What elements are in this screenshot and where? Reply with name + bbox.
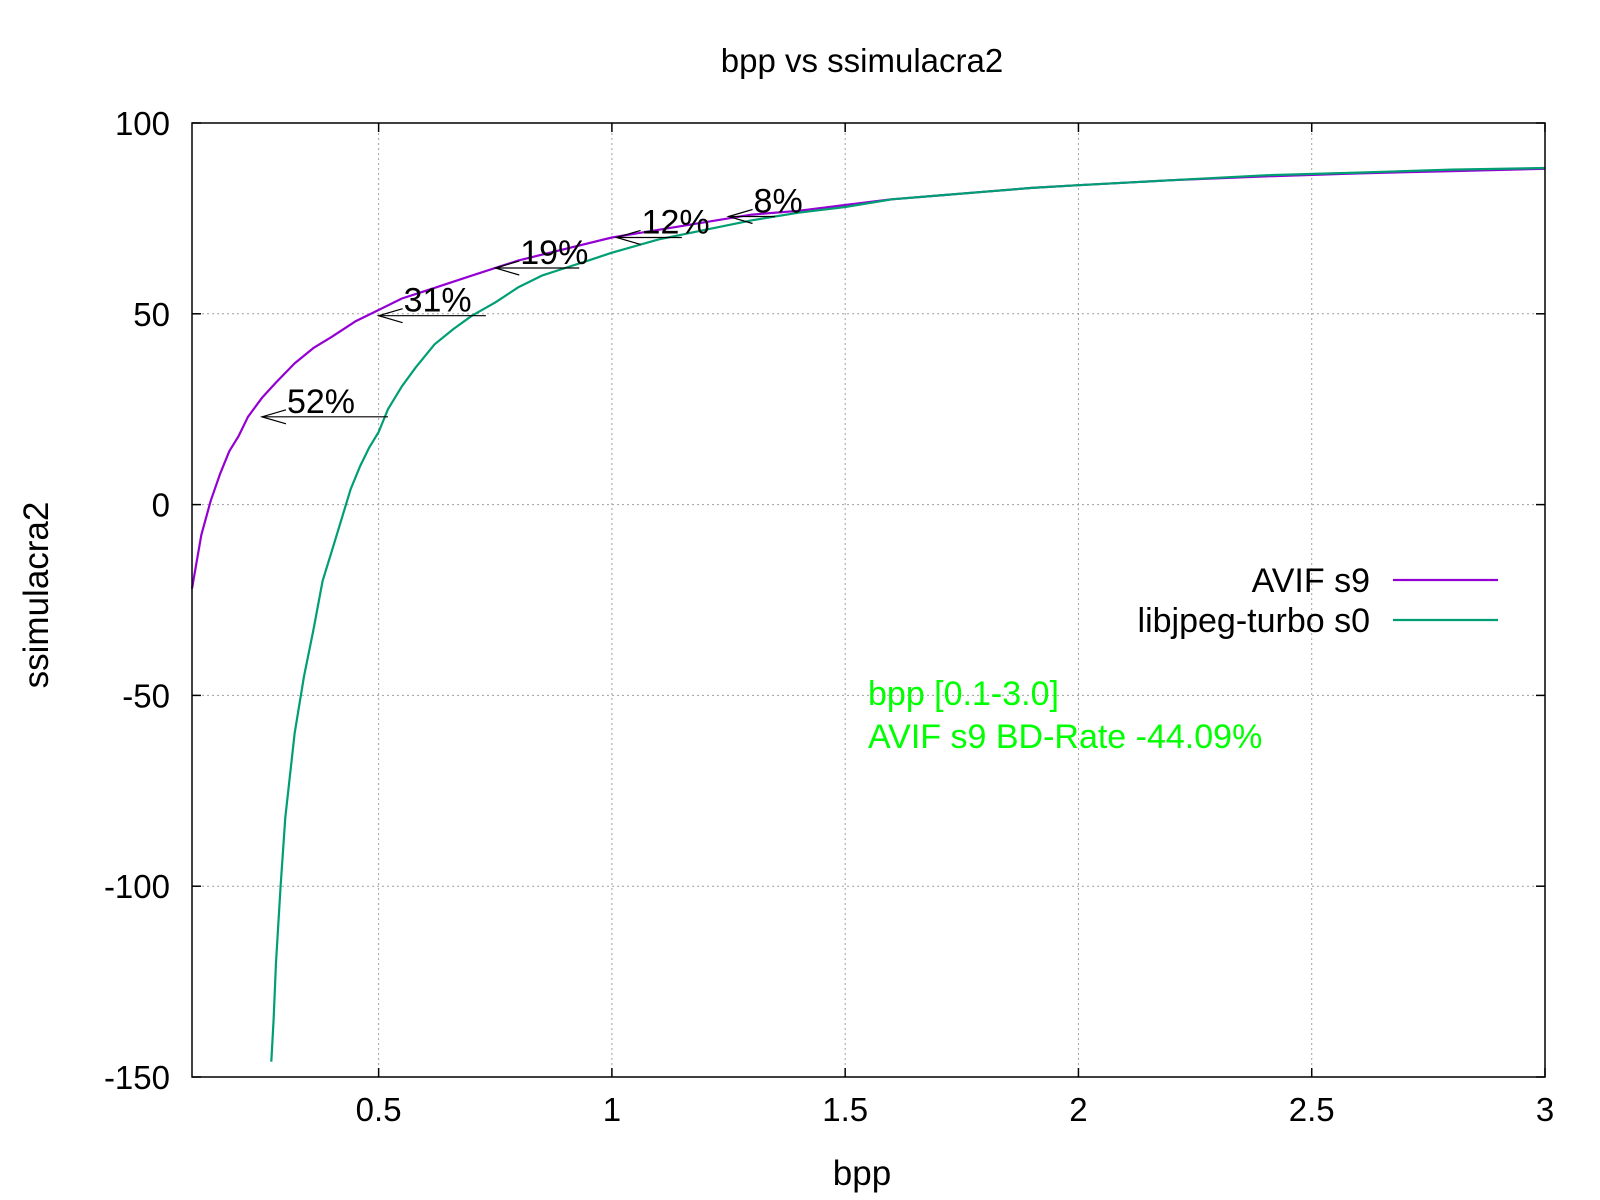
ticks: 0.5 1 1.5 2 2.5 3 100 50 0 -50 -100 -150	[104, 105, 1554, 1128]
annotation-arrowhead	[376, 308, 403, 324]
x-axis-label: bpp	[833, 1154, 891, 1193]
annotation-label: 31%	[404, 282, 472, 320]
annotation-label: 52%	[287, 383, 355, 421]
y-axis-label: ssimulacra2	[17, 502, 56, 689]
x-tick-label: 0.5	[356, 1091, 402, 1128]
x-tick-label: 1.5	[822, 1091, 868, 1128]
info-line-1: bpp [0.1-3.0]	[868, 675, 1059, 713]
annotation-arrowhead	[259, 409, 287, 425]
x-tick-label: 1	[603, 1091, 621, 1128]
y-tick-label: 0	[152, 487, 170, 524]
chart-title: bpp vs ssimulacra2	[721, 42, 1003, 79]
annotation-arrowhead	[726, 208, 753, 225]
x-tick-label: 2	[1069, 1091, 1087, 1128]
grid	[192, 123, 1545, 1077]
series-line-1	[270, 166, 1546, 1062]
info-line-2: AVIF s9 BD-Rate -44.09%	[868, 718, 1262, 756]
annotation-arrowhead	[614, 229, 641, 246]
series-group	[190, 166, 1546, 1062]
x-tick-label: 2.5	[1289, 1091, 1335, 1128]
annotation-arrowhead	[493, 260, 520, 276]
y-tick-label: 100	[115, 105, 170, 142]
x-tick-label: 3	[1536, 1091, 1554, 1128]
y-tick-label: -150	[104, 1059, 170, 1096]
annotation-group: 52% 31% 19% 12% 8%	[259, 182, 803, 425]
plot-frame	[191, 122, 1546, 1078]
legend-label: AVIF s9	[1252, 562, 1370, 600]
y-tick-label: -100	[104, 868, 170, 905]
y-tick-label: 50	[133, 296, 170, 333]
info-text: bpp [0.1-3.0] AVIF s9 BD-Rate -44.09%	[868, 675, 1262, 756]
legend-label: libjpeg-turbo s0	[1138, 602, 1370, 640]
annotation-label: 12%	[642, 203, 710, 241]
y-tick-label: -50	[122, 677, 170, 714]
annotation-label: 8%	[754, 182, 803, 220]
annotation-label: 19%	[520, 234, 588, 272]
